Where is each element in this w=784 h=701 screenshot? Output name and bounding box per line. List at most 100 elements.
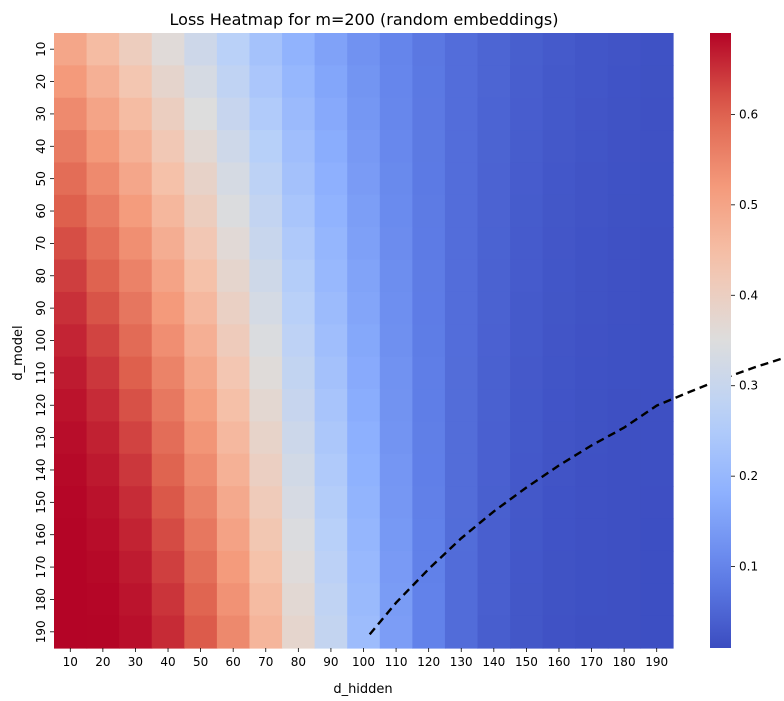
heatmap-cell [184,291,218,325]
heatmap-cell [282,162,316,196]
heatmap-cell [119,227,153,261]
heatmap-cell [54,33,88,66]
x-tick-label: 160 [548,655,571,669]
heatmap-cell [54,550,88,584]
heatmap-cell [54,583,88,617]
heatmap-cell [607,130,642,164]
heatmap-cell [379,130,413,164]
y-tick-label: 130 [34,426,48,449]
heatmap-cell [477,291,511,325]
heatmap-cell [347,550,381,584]
heatmap-cell [347,97,381,131]
heatmap-cell [184,227,218,261]
heatmap-cell [542,33,576,66]
heatmap-cell [216,259,251,293]
heatmap-cell [542,162,576,196]
x-tick-label: 70 [258,655,273,669]
heatmap-cell [86,453,120,487]
chart-title: Loss Heatmap for m=200 (random embedding… [170,10,559,29]
heatmap-cell [216,65,251,99]
heatmap-cell [54,486,88,520]
heatmap-cell [282,194,316,228]
heatmap-cell [54,259,88,293]
heatmap-cell [575,518,609,552]
heatmap-cell [379,518,413,552]
y-axis-label: d_model [11,325,26,380]
heatmap-cell [314,65,348,99]
heatmap-cell [249,550,283,584]
heatmap-cell [347,389,381,423]
heatmap-cell [216,291,251,325]
heatmap-cell [444,194,479,228]
heatmap-cell [54,227,88,261]
heatmap-cell [119,356,153,390]
heatmap-cell [347,259,381,293]
heatmap-cell [444,550,479,584]
heatmap-cell [444,324,479,358]
y-tick-label: 100 [34,329,48,352]
heatmap-cell [184,389,218,423]
heatmap-cell [314,33,348,66]
y-tick-label: 80 [34,268,48,283]
heatmap-cell [640,97,674,131]
heatmap-cell [379,453,413,487]
heatmap-cell [575,65,609,99]
heatmap-cell [86,583,120,617]
y-tick-label: 50 [34,171,48,186]
heatmap-cell [54,130,88,164]
heatmap-cell [444,421,479,455]
heatmap-cell [347,486,381,520]
heatmap-cell [54,356,88,390]
heatmap-cell [444,518,479,552]
heatmap-cell [184,33,218,66]
x-tick-label: 20 [95,655,110,669]
heatmap-cell [379,486,413,520]
heatmap-cell [282,421,316,455]
heatmap-cell [216,356,251,390]
heatmap-cell [510,259,544,293]
heatmap-cell [314,162,348,196]
heatmap-cell [282,518,316,552]
heatmap-cell [542,65,576,99]
heatmap-cell [282,356,316,390]
heatmap-cell [412,389,446,423]
heatmap-cell [249,194,283,228]
heatmap-cell [216,486,251,520]
y-tick-label: 170 [34,556,48,579]
heatmap-cell [54,389,88,423]
heatmap-cell [216,453,251,487]
heatmap-cell [184,65,218,99]
heatmap-cell [412,194,446,228]
heatmap-cell [412,550,446,584]
heatmap-cell [412,227,446,261]
heatmap-cell [119,291,153,325]
heatmap-cell [314,518,348,552]
heatmap-cell [607,33,642,66]
colorbar-tick-label: 0.4 [739,288,758,302]
heatmap-cell [54,194,88,228]
heatmap-cell [542,389,576,423]
y-tick-label: 120 [34,394,48,417]
heatmap-cell [314,194,348,228]
heatmap-cell [119,486,153,520]
heatmap-cell [575,550,609,584]
heatmap-cell [510,615,544,649]
heatmap-cell [282,259,316,293]
heatmap-cell [151,324,185,358]
heatmap-cell [542,486,576,520]
heatmap-cell [640,421,674,455]
heatmap-cell [314,453,348,487]
heatmap-cell [282,97,316,131]
y-axis-ticks: 10 20 30 40 50 60 70 80 90 100 110 120 130 140 150 160 1… [34,42,54,643]
heatmap-cell [86,421,120,455]
heatmap-cell [477,162,511,196]
y-tick-label: 40 [34,139,48,154]
heatmap-cell [510,453,544,487]
heatmap-cell [412,583,446,617]
heatmap-cell [282,65,316,99]
heatmap-cell [575,615,609,649]
heatmap-cell [640,65,674,99]
heatmap-cell [444,130,479,164]
heatmap-cell [249,356,283,390]
